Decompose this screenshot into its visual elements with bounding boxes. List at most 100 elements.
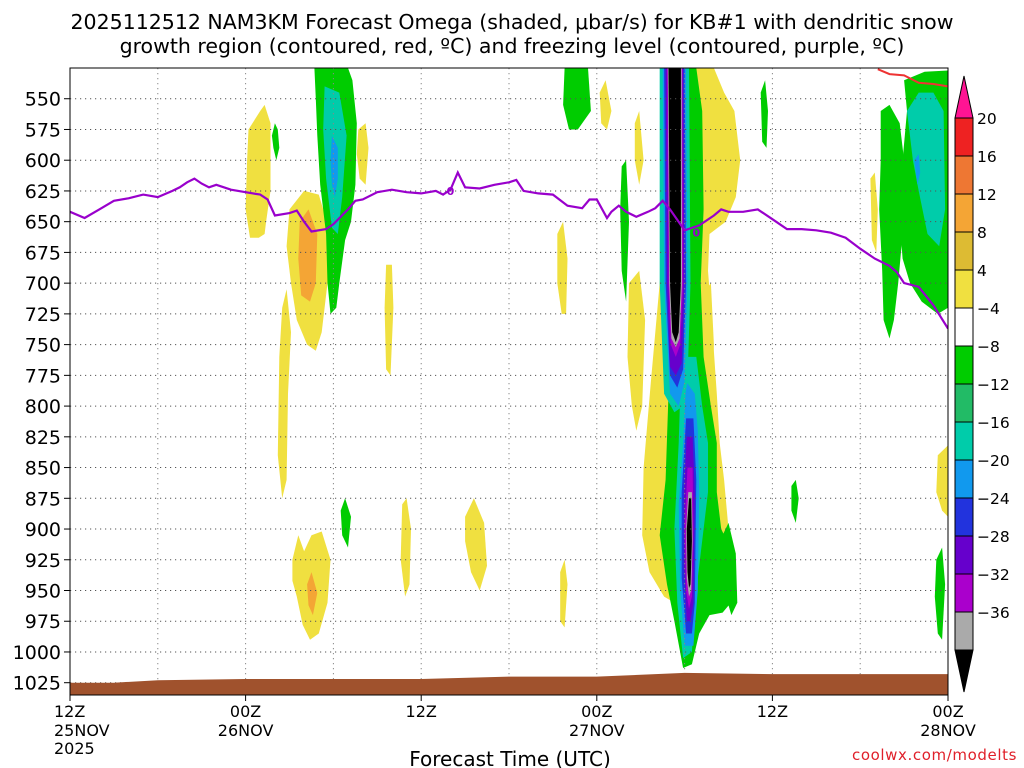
omega-shade-region-20 [634,111,644,185]
y-tick-label-625: 625 [25,181,61,203]
omega-shade-region-41 [791,479,799,523]
credit-link[interactable]: coolwx.com/modelts [852,746,1017,764]
omega-shade-region-0 [245,104,271,238]
y-tick-label-800: 800 [25,396,61,418]
x-tick-label-l2-0: 25NOV [54,721,110,740]
y-tick-label-850: 850 [25,458,61,480]
y-tick-label-950: 950 [25,581,61,603]
x-tick-label-l2-36: 27NOV [569,721,625,740]
omega-shade-region-18 [599,80,612,130]
y-tick-label-900: 900 [25,519,61,541]
omega-shade-region-48 [934,547,946,640]
colorbar-label-9: −20 [977,452,1010,470]
y-tick-label-600: 600 [25,150,61,172]
freezing-level-label-0: 0 [447,185,455,198]
y-tick-label-975: 975 [25,611,61,633]
y-tick-label-925: 925 [25,550,61,572]
omega-shade-region-12 [340,498,351,548]
colorbar-label-3: 8 [977,224,987,242]
plot-frame [69,67,949,696]
omega-shade-region-47 [936,445,948,517]
x-tick-label-l1-0: 12Z [54,702,85,721]
omega-shade-region-17 [557,221,568,314]
omega-shade-region-15 [560,559,568,628]
colorbar-segment-11 [954,497,974,537]
colorbar-label-8: −16 [977,414,1010,432]
y-tick-label-775: 775 [25,365,61,387]
x-tick-label-l1-60: 00Z [932,702,963,721]
y-tick-label-1025: 1025 [13,673,61,695]
colorbar-segment-2 [954,155,974,195]
x-tick-label-l2-60: 28NOV [920,721,976,740]
colorbar-segment-1 [954,117,974,157]
y-tick-label-700: 700 [25,273,61,295]
chart-title-line1: 2025112512 NAM3KM Forecast Omega (shaded… [70,10,953,34]
freezing-level-line [70,169,948,330]
y-tick-label-675: 675 [25,242,61,264]
terrain-polygon [70,672,948,695]
omega-shade-region-11 [307,572,318,616]
colorbar-segment-3 [954,193,974,233]
contour-lines: 00 [70,68,948,330]
colorbar-bottom-triangle [954,649,974,693]
omega-shade-region-44 [879,104,905,339]
colorbar-segment-9 [954,421,974,461]
omega-shade-region-3 [298,209,318,302]
plot-area [70,68,948,695]
colorbar-segment-10 [954,459,974,499]
colorbar-segment-13 [954,573,974,613]
omega-shade-region-14 [465,498,487,591]
omega-shade-region-6 [330,135,338,198]
omega-shade-region-9 [384,264,394,376]
omega-shade-region-46 [914,154,921,185]
plot-background [70,68,948,695]
colorbar-segment-5 [954,269,974,309]
x-tick-label-l2-12: 26NOV [218,721,274,740]
x-axis-title: Forecast Time (UTC) [409,747,611,768]
omega-shade-region-7 [356,123,369,185]
omega-shade-region-8 [277,289,291,499]
omega-shade-region-13 [400,498,411,597]
y-tick-label-825: 825 [25,427,61,449]
colorbar-segment-12 [954,535,974,575]
colorbar-label-12: −32 [977,566,1010,584]
colorbar-segment-8 [954,383,974,423]
x-tick-label-l1-12: 00Z [230,702,261,721]
x-tick-label-l1-48: 12Z [757,702,788,721]
omega-shade-region-1 [271,123,280,161]
omega-shade-region-45 [907,92,946,247]
chart-title-line2: growth region (contoured, red, ºC) and f… [120,34,905,58]
omega-shade-region-38 [668,68,681,343]
freezing-level-label-1: 0 [692,227,700,240]
colorbar-segment-14 [954,611,974,651]
colorbar-label-2: 12 [977,186,997,204]
colorbar-label-11: −28 [977,528,1010,546]
x-tick-label-l1-36: 00Z [581,702,612,721]
colorbar-label-5: −4 [977,300,1000,318]
colorbar-label-1: 16 [977,148,997,166]
colorbar-label-7: −12 [977,376,1010,394]
colorbar-segment-7 [954,345,974,385]
terrain-fill [70,672,948,695]
colorbar-label-10: −24 [977,490,1010,508]
omega-shade-region-31 [686,498,692,588]
colorbar: 20 16 12 8 4 −4 −8 −12 −16 −20 −24 −28 −32 −36 [954,75,1010,693]
omega-shade-region-42 [870,172,878,253]
colorbar-label-4: 4 [977,262,987,280]
y-tick-label-650: 650 [25,212,61,234]
dgz-contour-line [877,68,948,88]
y-tick-label-1000: 1000 [13,642,61,664]
colorbar-top-triangle [954,75,974,119]
y-tick-label-750: 750 [25,335,61,357]
x-tick-label-l1-24: 12Z [406,702,437,721]
omega-shade-region-16 [563,68,591,130]
omega-shade-region-21 [627,270,646,431]
omega-shade-region-19 [620,160,629,302]
y-axis: 550 575 600 625 650 675 700 725 750 775 800 825 850 8… [13,89,70,695]
y-tick-label-875: 875 [25,488,61,510]
colorbar-label-6: −8 [977,338,1000,356]
omega-shade-region-39 [722,522,738,616]
colorbar-segment-4 [954,231,974,271]
colorbar-label-0: 20 [977,110,997,128]
